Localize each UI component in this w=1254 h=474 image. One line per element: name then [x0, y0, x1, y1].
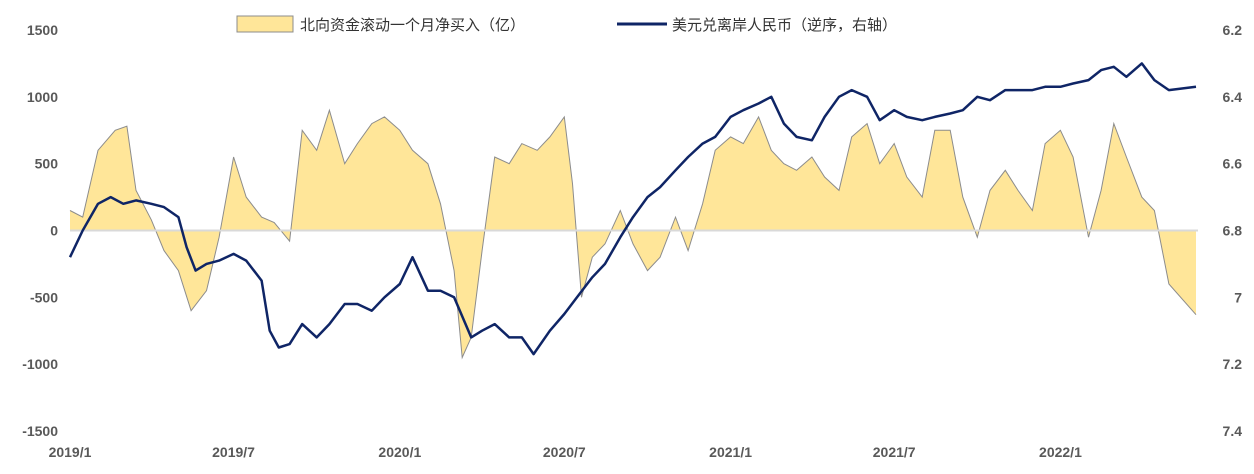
legend-swatch-area [236, 15, 294, 33]
x-tick-label: 2019/1 [49, 444, 92, 460]
y-left-tick-label: 0 [50, 223, 58, 239]
x-tick-label: 2021/7 [873, 444, 916, 460]
legend: 北向资金滚动一个月净买入（亿） 美元兑离岸人民币（逆序，右轴） [236, 15, 897, 34]
y-left-tick-label: -1000 [22, 356, 58, 372]
y-left-tick-label: 500 [35, 156, 59, 172]
axes: 1500 1000 500 0 -500 -1000 -1500 6.2 6.4 6.6 6.8 7 7… [22, 22, 1242, 460]
x-tick-label: 2021/1 [709, 444, 752, 460]
y-right-tick-label: 6.4 [1223, 89, 1243, 105]
northbound-area-outline [69, 108, 1197, 360]
northbound-area [70, 110, 1196, 358]
x-tick-label: 2019/7 [212, 444, 255, 460]
usdcnh-line [68, 62, 1197, 356]
x-tick-label: 2022/1 [1039, 444, 1082, 460]
y-left-tick-label: 1000 [27, 89, 58, 105]
plot-area [68, 62, 1198, 360]
y-left-tick-label: -1500 [22, 423, 58, 439]
y-right-tick-label: 6.8 [1223, 223, 1243, 239]
y-right-tick-label: 7.4 [1223, 423, 1243, 439]
legend-label-northbound: 北向资金滚动一个月净买入（亿） [300, 16, 525, 34]
x-tick-label: 2020/1 [378, 444, 421, 460]
y-left-tick-label: -500 [30, 289, 58, 305]
y-right-tick-label: 6.6 [1223, 156, 1243, 172]
y-right-tick-label: 7 [1234, 289, 1242, 305]
y-left-tick-label: 1500 [27, 22, 58, 38]
y-right-tick-label: 7.2 [1223, 356, 1243, 372]
x-tick-label: 2020/7 [543, 444, 586, 460]
legend-label-usdcnh: 美元兑离岸人民币（逆序，右轴） [672, 16, 897, 34]
y-right-tick-label: 6.2 [1223, 22, 1243, 38]
